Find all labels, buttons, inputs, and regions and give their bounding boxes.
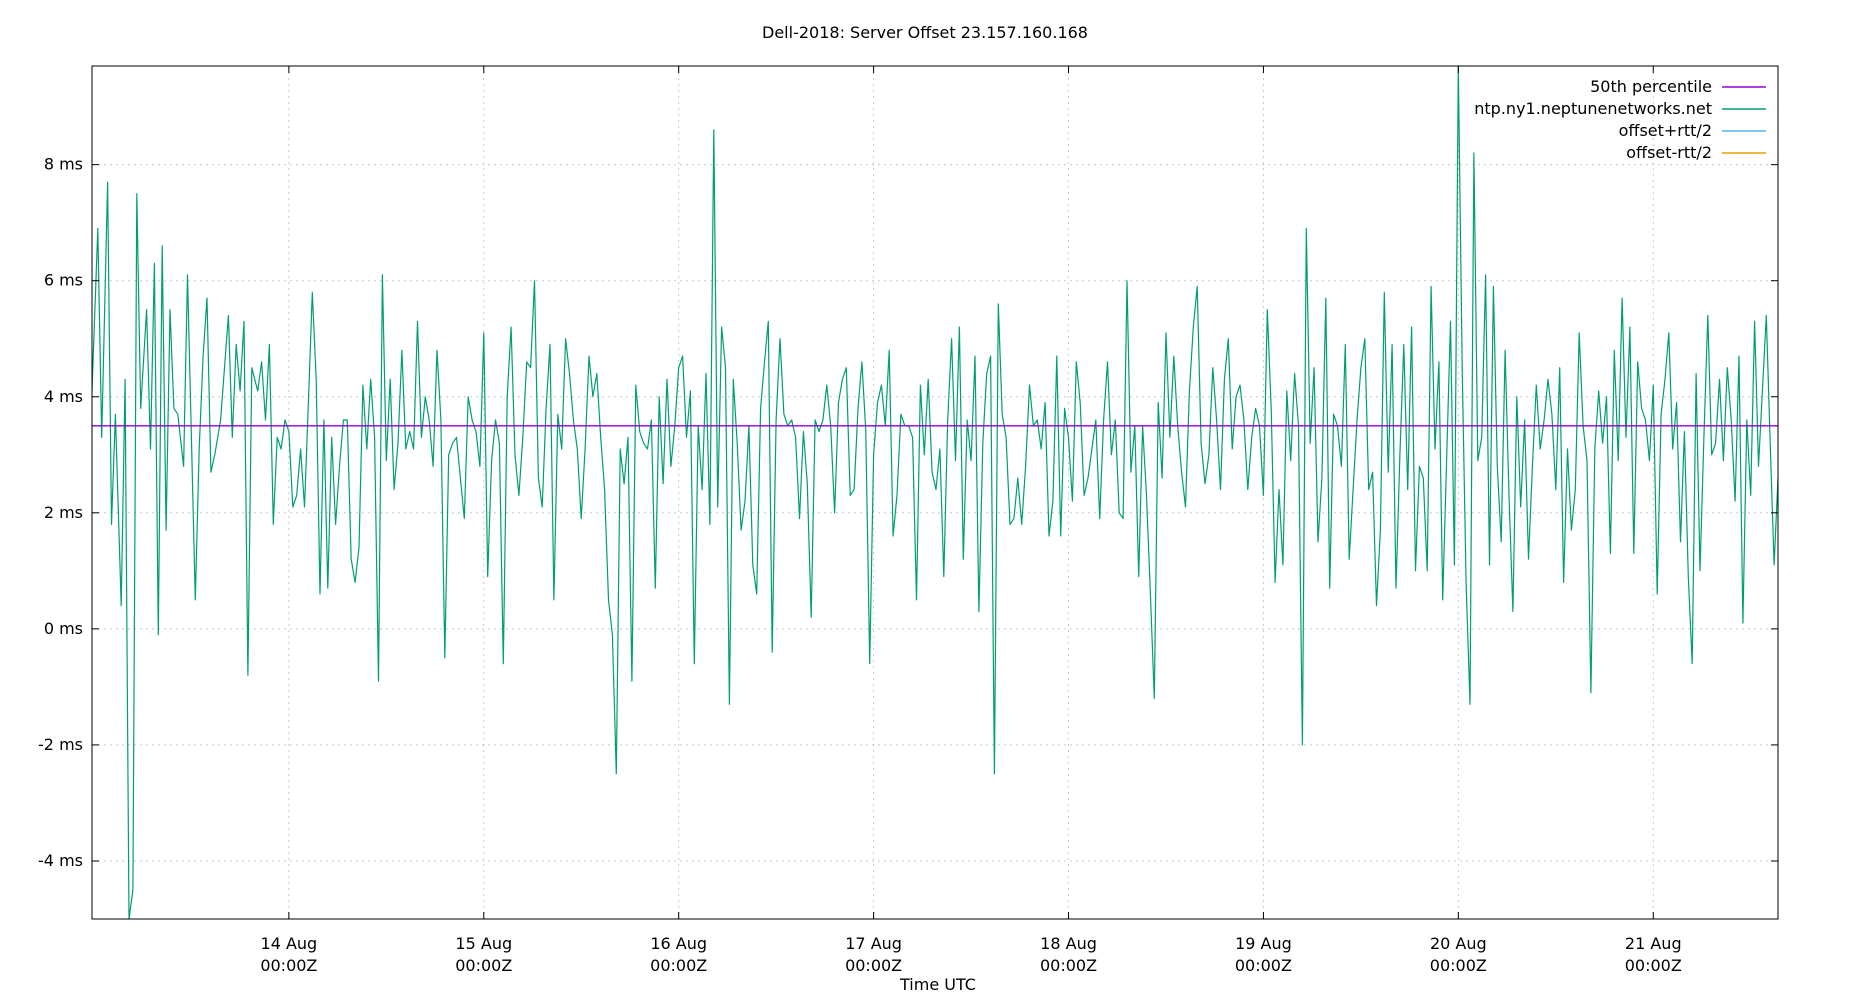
chart-title: Dell-2018: Server Offset 23.157.160.168 [762, 23, 1088, 42]
y-tick-label: -4 ms [38, 851, 83, 870]
series-line-offset [92, 66, 1778, 919]
legend: 50th percentile ntp.ny1.neptunenetworks.n… [1474, 77, 1766, 162]
series-layer [92, 66, 1778, 919]
y-tick-label: 6 ms [44, 271, 83, 290]
x-tick-label-time: 00:00Z [260, 956, 317, 975]
x-tick-label-date: 15 Aug [455, 934, 512, 953]
legend-label: offset-rtt/2 [1626, 143, 1712, 162]
x-tick-label-date: 16 Aug [650, 934, 707, 953]
axis-ticks: -4 ms -2 ms 0 ms 2 ms 4 ms 6 ms 8 ms 14 Aug 00:0… [38, 66, 1778, 975]
x-tick-label-date: 18 Aug [1040, 934, 1097, 953]
x-tick-label-date: 19 Aug [1235, 934, 1292, 953]
y-tick-label: 0 ms [44, 619, 83, 638]
x-tick-label-time: 00:00Z [1625, 956, 1682, 975]
x-tick-label-time: 00:00Z [650, 956, 707, 975]
y-tick-label: 4 ms [44, 387, 83, 406]
grid-lines [92, 66, 1778, 919]
x-tick-label-time: 00:00Z [455, 956, 512, 975]
x-tick-label-time: 00:00Z [1040, 956, 1097, 975]
y-tick-label: -2 ms [38, 735, 83, 754]
x-tick-label-date: 17 Aug [845, 934, 902, 953]
y-tick-label: 8 ms [44, 155, 83, 174]
x-tick-label-date: 20 Aug [1430, 934, 1487, 953]
plot-frame [91, 65, 1779, 920]
x-tick-label-time: 00:00Z [1430, 956, 1487, 975]
legend-label: offset+rtt/2 [1619, 121, 1712, 140]
x-tick-label-date: 14 Aug [261, 934, 318, 953]
x-tick-label-time: 00:00Z [1235, 956, 1292, 975]
y-tick-label: 2 ms [44, 503, 83, 522]
x-tick-label-date: 21 Aug [1625, 934, 1682, 953]
legend-label: 50th percentile [1590, 77, 1712, 96]
legend-label: ntp.ny1.neptunenetworks.net [1474, 99, 1712, 118]
x-axis-label: Time UTC [899, 975, 976, 994]
x-tick-label-time: 00:00Z [845, 956, 902, 975]
